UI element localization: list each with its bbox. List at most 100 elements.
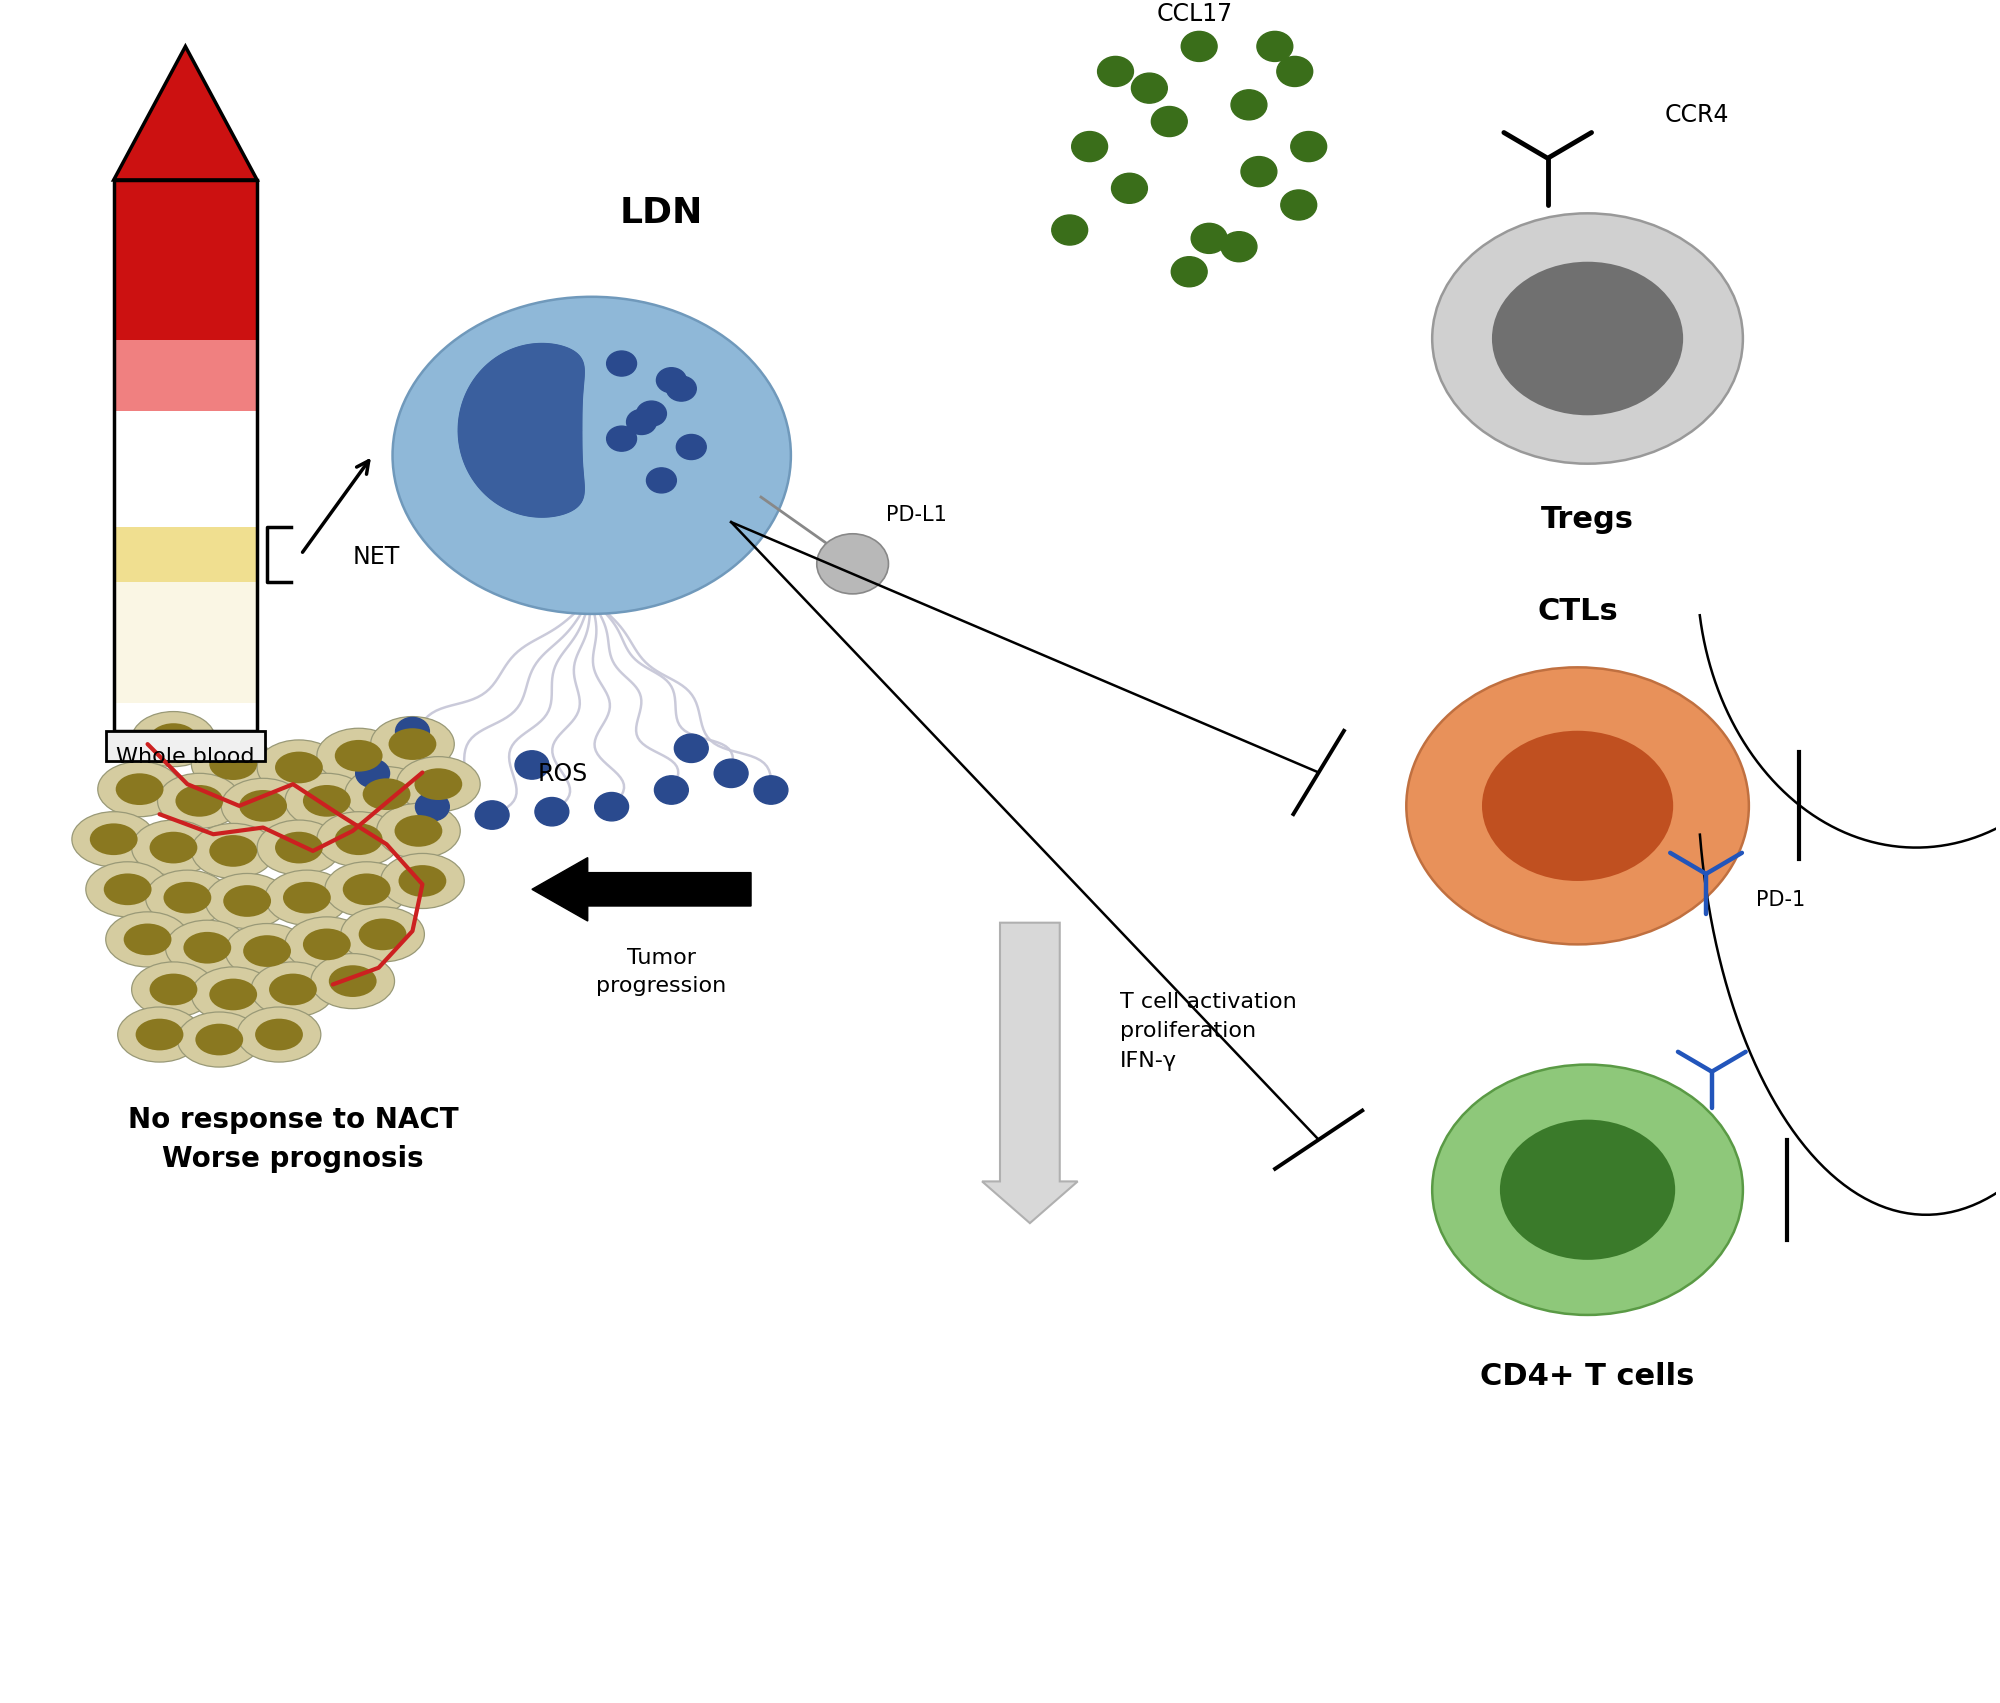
Ellipse shape [176,785,224,817]
Circle shape [754,777,788,804]
FancyArrow shape [532,858,752,921]
Ellipse shape [358,918,406,950]
Text: CD4+ T cells: CD4+ T cells [1480,1362,1694,1391]
Text: LDN: LDN [620,196,704,230]
Ellipse shape [396,756,480,812]
Ellipse shape [284,882,330,913]
Ellipse shape [132,821,216,875]
Ellipse shape [1432,1064,1742,1315]
Circle shape [606,426,636,451]
Circle shape [396,717,430,746]
Circle shape [516,751,548,780]
Circle shape [416,792,450,821]
Ellipse shape [252,962,334,1017]
Ellipse shape [164,882,212,913]
Circle shape [1192,223,1228,254]
Circle shape [676,434,706,460]
Ellipse shape [240,790,286,823]
Circle shape [1172,257,1208,286]
Ellipse shape [380,853,464,908]
Bar [114,582,258,703]
Ellipse shape [1406,668,1748,945]
Ellipse shape [166,920,250,976]
Ellipse shape [118,1006,202,1063]
Bar [114,703,258,731]
Circle shape [1222,232,1256,262]
Ellipse shape [394,816,442,846]
FancyArrow shape [982,923,1078,1223]
Ellipse shape [302,785,350,817]
Ellipse shape [392,296,790,613]
Text: Tregs: Tregs [1542,506,1634,535]
Ellipse shape [340,906,424,962]
Ellipse shape [334,739,382,771]
Text: NET: NET [352,545,400,569]
Circle shape [1276,56,1312,87]
Text: Whole blood: Whole blood [116,748,254,768]
Ellipse shape [334,823,382,855]
Ellipse shape [222,778,304,833]
Polygon shape [458,344,584,518]
Ellipse shape [196,1024,244,1056]
Ellipse shape [224,886,272,916]
Ellipse shape [302,928,350,960]
Ellipse shape [310,954,394,1008]
Circle shape [1256,31,1292,61]
Text: CTLs: CTLs [1538,596,1618,625]
Ellipse shape [178,1012,262,1068]
Ellipse shape [206,874,288,928]
Ellipse shape [132,962,216,1017]
Circle shape [1280,191,1316,220]
Bar [106,731,266,761]
Circle shape [656,368,686,393]
Circle shape [606,351,636,376]
Ellipse shape [362,778,410,811]
Circle shape [1290,131,1326,162]
Ellipse shape [124,923,172,955]
Ellipse shape [90,823,138,855]
Ellipse shape [1492,262,1684,416]
Ellipse shape [184,932,232,964]
Ellipse shape [342,874,390,906]
Ellipse shape [132,712,216,766]
Bar [114,181,258,339]
Ellipse shape [192,967,276,1022]
Ellipse shape [1432,213,1742,463]
Text: CCL17: CCL17 [1158,2,1234,26]
Ellipse shape [192,737,276,792]
Circle shape [714,760,748,787]
Circle shape [636,402,666,426]
Circle shape [1240,157,1276,187]
Circle shape [674,734,708,763]
Circle shape [666,376,696,402]
Ellipse shape [150,831,198,863]
Ellipse shape [158,773,242,828]
Ellipse shape [104,874,152,906]
Ellipse shape [388,729,436,760]
Circle shape [654,777,688,804]
Ellipse shape [150,724,198,754]
Ellipse shape [136,1018,184,1051]
Ellipse shape [398,865,446,897]
Ellipse shape [328,966,376,996]
Ellipse shape [146,870,230,925]
Ellipse shape [414,768,462,800]
Circle shape [816,533,888,594]
Ellipse shape [276,831,322,863]
Ellipse shape [270,974,316,1005]
Ellipse shape [316,729,400,783]
Ellipse shape [284,916,368,972]
Ellipse shape [72,812,156,867]
Circle shape [534,797,568,826]
Ellipse shape [316,812,400,867]
Circle shape [646,468,676,492]
Circle shape [1072,131,1108,162]
Ellipse shape [276,751,322,783]
Ellipse shape [1500,1119,1676,1260]
Ellipse shape [244,935,290,967]
Circle shape [1132,73,1168,104]
Ellipse shape [324,862,408,916]
Ellipse shape [192,823,276,879]
Circle shape [594,792,628,821]
Text: T cell activation
proliferation
IFN-γ: T cell activation proliferation IFN-γ [1120,991,1296,1071]
